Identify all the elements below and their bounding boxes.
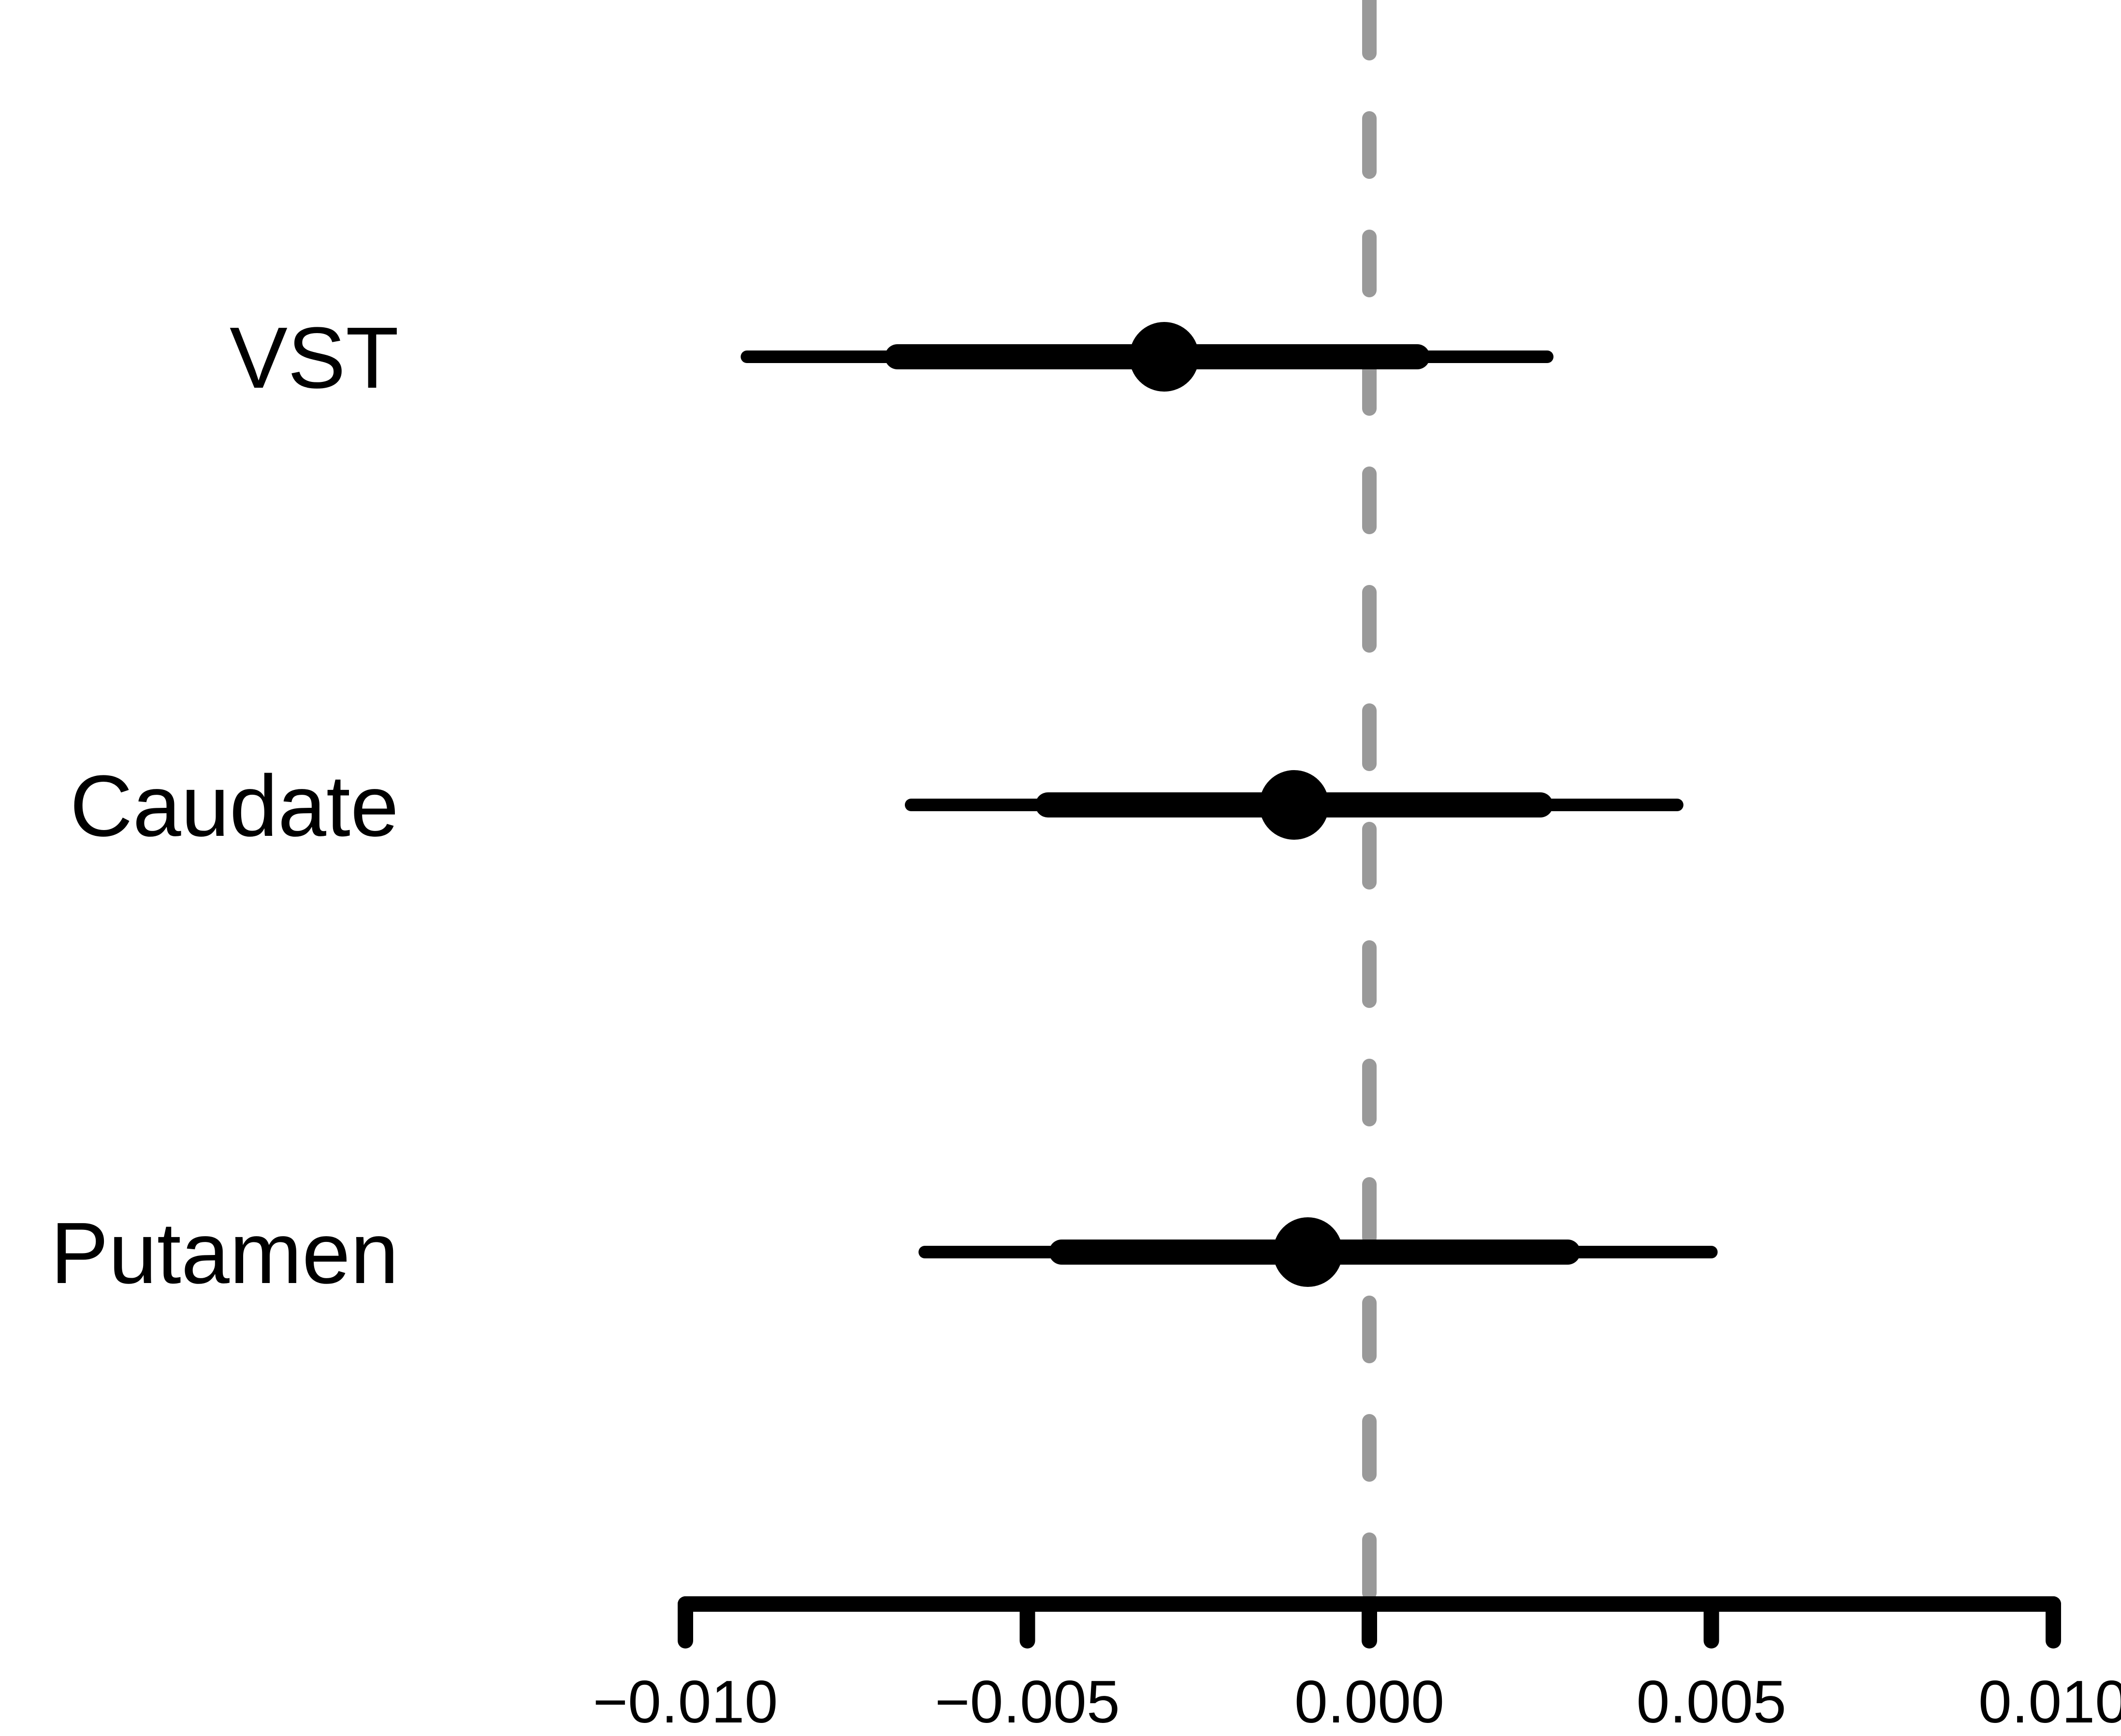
- category-label: VST: [230, 309, 399, 407]
- point-estimate: [1273, 1217, 1343, 1287]
- x-tick-label: −0.010: [593, 1669, 778, 1736]
- x-tick-label: 0.010: [1978, 1669, 2121, 1736]
- x-tick-label: −0.005: [935, 1669, 1120, 1736]
- point-estimate: [1129, 322, 1199, 392]
- category-label: Caudate: [70, 758, 399, 855]
- category-label: Putamen: [51, 1205, 399, 1302]
- point-estimate: [1259, 770, 1329, 840]
- x-tick-label: 0.005: [1636, 1669, 1786, 1736]
- x-tick-label: 0.000: [1294, 1669, 1444, 1736]
